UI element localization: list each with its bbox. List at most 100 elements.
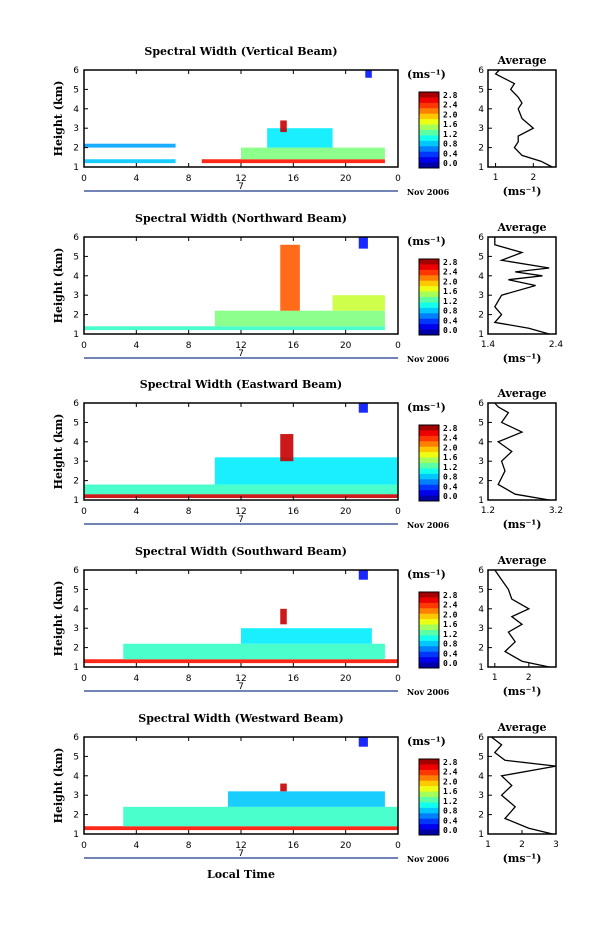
y-tick-label: 6 xyxy=(73,733,79,743)
colorbar-tick-label: 2.8 xyxy=(443,424,458,433)
colorbar-swatch xyxy=(419,468,439,475)
heatmap-cell xyxy=(358,403,368,413)
average-x-tick-label: 2.4 xyxy=(549,340,564,350)
colorbar-tick-label: 2.4 xyxy=(443,768,458,777)
average-frame xyxy=(487,402,557,501)
colorbar-swatch xyxy=(419,452,439,459)
heatmap-cell xyxy=(84,143,176,148)
average-y-tick-label: 2 xyxy=(478,311,484,321)
colorbar-swatch xyxy=(419,324,439,331)
colorbar-tick-label: 1.6 xyxy=(443,453,458,462)
colorbar-swatch xyxy=(419,463,439,469)
x-tick-label: 8 xyxy=(186,841,192,851)
heatmap-cell xyxy=(201,159,385,164)
colorbar-swatch xyxy=(419,113,439,120)
average-unit-label: (ms⁻¹) xyxy=(503,685,542,698)
colorbar-swatch xyxy=(419,140,439,147)
colorbar-frame xyxy=(418,258,440,336)
average-x-tick-label: 3.2 xyxy=(549,506,563,516)
average-x-tick-label: 1.4 xyxy=(481,340,496,350)
average-x-tick-label: 2 xyxy=(519,840,525,850)
average-y-tick-label: 1 xyxy=(478,163,484,173)
x-tick-label: 4 xyxy=(133,674,139,684)
average-y-tick-label: 2 xyxy=(478,644,484,654)
average-y-tick-label: 4 xyxy=(478,605,484,615)
x-tick-label: 8 xyxy=(186,674,192,684)
date-label: Nov 2006 xyxy=(407,520,450,530)
colorbar-unit: (ms⁻¹) xyxy=(407,568,446,581)
average-y-tick-label: 4 xyxy=(478,272,484,282)
x-tick-label: 4 xyxy=(133,841,139,851)
colorbar-tick-label: 0.4 xyxy=(443,649,458,658)
colorbar-swatch xyxy=(419,446,439,453)
average-y-tick-label: 1 xyxy=(478,663,484,673)
colorbar-unit: (ms⁻¹) xyxy=(407,735,446,748)
colorbar-swatch xyxy=(419,662,439,669)
x-tick-label: 16 xyxy=(288,341,300,351)
colorbar-tick-label: 2.8 xyxy=(443,591,458,600)
heatmap-cell xyxy=(267,128,333,148)
colorbar-swatch xyxy=(419,302,439,309)
colorbar-tick-label: 1.2 xyxy=(443,630,458,639)
panel-2: Spectral Width (Eastward Beam)123456Heig… xyxy=(52,378,563,531)
y-tick-label: 5 xyxy=(73,752,79,762)
colorbar-swatch xyxy=(419,802,439,809)
average-y-tick-label: 5 xyxy=(478,85,484,95)
colorbar-tick-label: 0.8 xyxy=(443,640,458,649)
y-tick-label: 6 xyxy=(73,399,79,409)
average-y-tick-label: 2 xyxy=(478,477,484,487)
colorbar-tick-label: 0.0 xyxy=(443,326,458,335)
average-y-tick-label: 3 xyxy=(478,291,484,301)
colorbar-swatch xyxy=(419,135,439,142)
colorbar-swatch xyxy=(419,479,439,486)
y-tick-label: 1 xyxy=(73,830,79,840)
colorbar-swatch xyxy=(419,264,439,271)
average-y-tick-label: 3 xyxy=(478,791,484,801)
colorbar-swatch xyxy=(419,630,439,636)
y-axis-label: Height (km) xyxy=(52,248,65,324)
date-label: Nov 2006 xyxy=(407,354,450,364)
x-tick-label: 8 xyxy=(186,341,192,351)
average-profile-line xyxy=(494,569,550,668)
average-profile-line xyxy=(494,402,550,501)
average-x-tick-label: 2 xyxy=(526,673,532,683)
x-tick-label: 8 xyxy=(186,507,192,517)
heatmap-cell xyxy=(214,457,398,485)
colorbar-swatch xyxy=(419,124,439,131)
panel-title: Spectral Width (Westward Beam) xyxy=(138,712,343,725)
heatmap-cell xyxy=(280,120,287,133)
x-tick-label: 0 xyxy=(395,841,401,851)
day-label: 7 xyxy=(238,849,244,859)
colorbar-swatch xyxy=(419,807,439,814)
colorbar-swatch xyxy=(419,275,439,282)
x-tick-label: 0 xyxy=(81,841,87,851)
x-tick-label: 8 xyxy=(186,174,192,184)
colorbar-swatch xyxy=(419,280,439,287)
y-tick-label: 4 xyxy=(73,272,79,282)
y-axis-label: Height (km) xyxy=(52,581,65,657)
y-axis-label: Height (km) xyxy=(52,748,65,824)
y-tick-label: 2 xyxy=(73,311,79,321)
y-tick-label: 3 xyxy=(73,457,79,467)
colorbar-swatch xyxy=(419,313,439,320)
colorbar-swatch xyxy=(419,269,439,276)
colorbar-tick-label: 2.0 xyxy=(443,443,458,452)
heatmap-cell xyxy=(123,643,385,660)
y-tick-label: 3 xyxy=(73,124,79,134)
average-y-tick-label: 1 xyxy=(478,330,484,340)
y-tick-label: 1 xyxy=(73,663,79,673)
x-tick-label: 4 xyxy=(133,174,139,184)
average-y-tick-label: 5 xyxy=(478,752,484,762)
colorbar-frame xyxy=(418,91,440,169)
colorbar-swatch xyxy=(419,425,439,431)
average-x-tick-label: 1 xyxy=(492,673,498,683)
average-x-tick-label: 3 xyxy=(553,840,559,850)
colorbar-tick-label: 2.8 xyxy=(443,258,458,267)
y-tick-label: 1 xyxy=(73,163,79,173)
y-tick-label: 5 xyxy=(73,252,79,262)
average-y-tick-label: 1 xyxy=(478,830,484,840)
heatmap-cell xyxy=(214,310,385,327)
panel-title: Spectral Width (Vertical Beam) xyxy=(144,45,337,58)
colorbar-swatch xyxy=(419,780,439,787)
